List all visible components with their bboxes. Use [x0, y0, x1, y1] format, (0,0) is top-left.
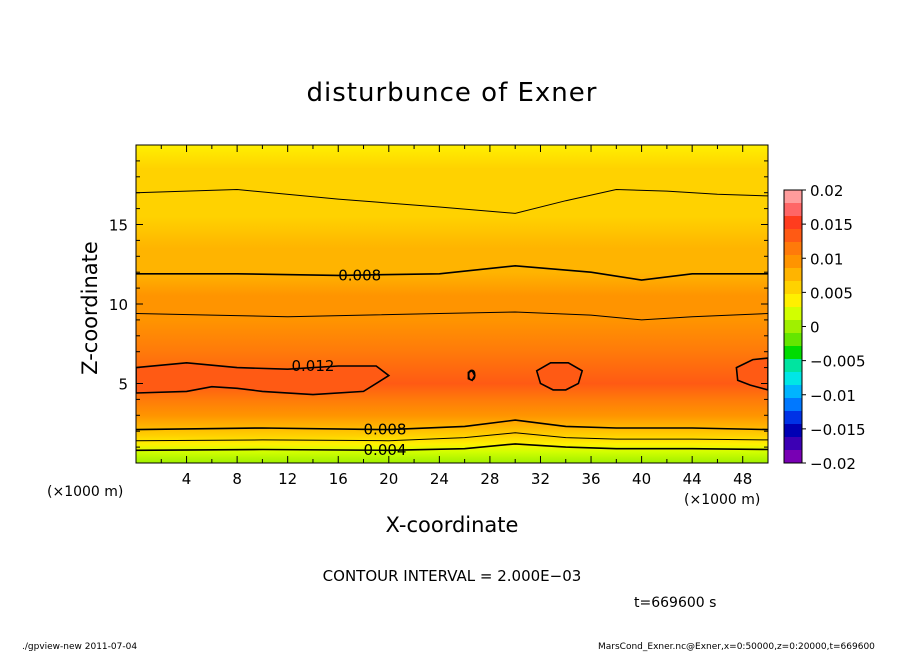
colorbar-swatch	[784, 333, 802, 347]
x-tick-label: 12	[278, 470, 297, 488]
x-tick-label: 36	[581, 470, 600, 488]
contour-line-5	[136, 188, 768, 214]
y-tick-label: 10	[109, 296, 128, 314]
chart-title: disturbunce of Exner	[306, 78, 598, 108]
x-axis-label: X-coordinate	[385, 513, 519, 537]
x-tick-label: 44	[683, 470, 702, 488]
colorbar-swatch	[784, 437, 802, 451]
colorbar-swatch	[784, 372, 802, 386]
colorbar-label: −0.005	[810, 353, 866, 371]
closed-contour-2	[735, 357, 768, 391]
contour-field	[136, 145, 768, 463]
colorbar-swatch	[784, 320, 802, 334]
closed-contour-3	[467, 369, 476, 382]
colorbar-swatch	[784, 307, 802, 321]
x-tick-label: 8	[232, 470, 242, 488]
contour-line-0	[136, 443, 768, 452]
time-label: t=669600 s	[634, 595, 717, 611]
colorbar-swatch	[784, 359, 802, 373]
colorbar-swatch	[784, 190, 802, 204]
contour-label: 0.008	[364, 420, 407, 438]
contour-label: 0.008	[338, 266, 381, 284]
colorbar-swatch	[784, 255, 802, 269]
colorbar-swatch	[784, 411, 802, 425]
contour-label: 0.012	[291, 357, 334, 375]
contour-line-2	[136, 419, 768, 431]
colorbar: 0.02 0.015 0.01 0.005 0 −0.005 −0.01 −0.015 −0.0…	[783, 182, 866, 473]
colorbar-swatch	[784, 229, 802, 243]
footer-left: ./gpview-new 2011-07-04	[22, 642, 138, 652]
colorbar-swatch	[784, 346, 802, 360]
colorbar-label: 0.02	[810, 182, 843, 200]
x-tick-label: 28	[480, 470, 499, 488]
y-tick-label: 15	[109, 217, 128, 235]
contour-label: 0	[467, 367, 477, 385]
colorbar-label: −0.02	[810, 455, 856, 473]
contour-label: 0.004	[364, 441, 407, 459]
colorbar-swatch	[784, 242, 802, 256]
x-tick-label: 40	[632, 470, 651, 488]
colorbar-swatch	[784, 398, 802, 412]
x-axis-unit-right: (×1000 m)	[684, 492, 761, 508]
x-axis-unit-left: (×1000 m)	[47, 484, 124, 500]
colorbar-swatch	[784, 385, 802, 399]
contour-line-4	[136, 264, 768, 281]
colorbar-label: 0.015	[810, 216, 853, 234]
colorbar-swatch	[784, 281, 802, 295]
colorbar-swatch	[784, 424, 802, 438]
x-tick-label: 48	[733, 470, 752, 488]
colorbar-label: −0.01	[810, 387, 856, 405]
closed-contour-0	[136, 361, 391, 396]
colorbar-swatch	[784, 216, 802, 230]
x-tick-label: 24	[430, 470, 449, 488]
x-tick-label: 16	[329, 470, 348, 488]
colorbar-swatch	[784, 268, 802, 282]
contour-line-1	[136, 432, 768, 442]
colorbar-label: 0	[810, 319, 820, 337]
colorbar-swatch	[784, 203, 802, 217]
colorbar-label: 0.005	[810, 284, 853, 302]
footer-right: MarsCond_Exner.nc@Exner,x=0:50000,z=0:20…	[598, 642, 875, 652]
y-tick-label: 5	[118, 376, 128, 394]
contour-interval-text: CONTOUR INTERVAL = 2.000E−03	[322, 567, 582, 585]
colorbar-label: 0.01	[810, 250, 843, 268]
colorbar-swatch	[784, 294, 802, 308]
x-tick-label: 4	[182, 470, 192, 488]
contour-line-3	[136, 311, 768, 321]
x-tick-label: 20	[379, 470, 398, 488]
x-tick-label: 32	[531, 470, 550, 488]
closed-contour-1	[535, 362, 584, 391]
colorbar-label: −0.015	[810, 421, 866, 439]
colorbar-swatch	[784, 450, 802, 464]
